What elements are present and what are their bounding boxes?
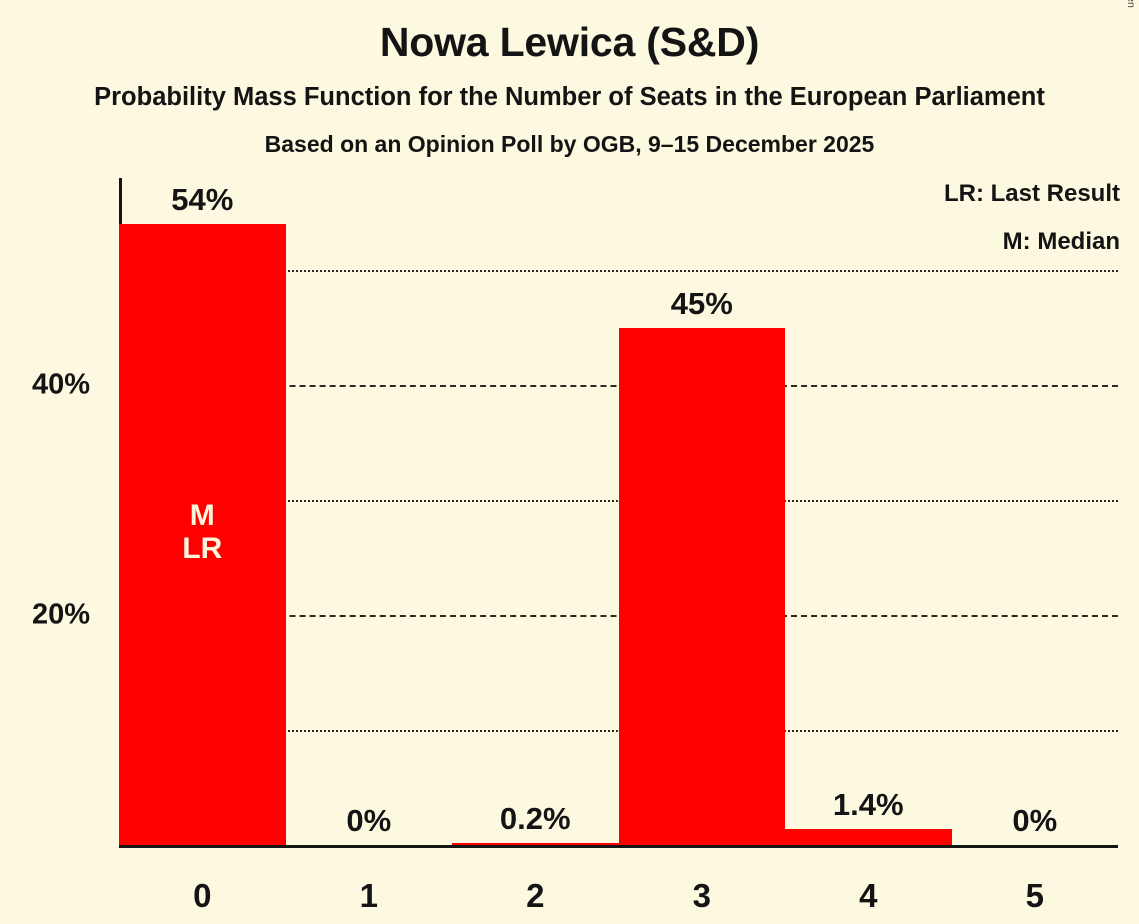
bar-seat-4	[785, 828, 952, 845]
x-tick-label-1: 1	[359, 877, 378, 914]
bar-marker-lr: LR	[182, 532, 223, 566]
y-axis-tick-labels: 40% 20%	[0, 178, 106, 845]
x-axis-tick-labels: 0 1 2 3 4 5	[119, 849, 1118, 919]
x-tick-label-0: 0	[193, 877, 212, 914]
bar-value-label-5: 0%	[1012, 803, 1058, 838]
x-tick-label-4: 4	[859, 877, 878, 914]
title-block: Nowa Lewica (S&D) Probability Mass Funct…	[0, 0, 1139, 156]
bar-seat-3	[618, 327, 785, 845]
page-title: Nowa Lewica (S&D)	[379, 19, 760, 65]
copyright-notice: © 2025 Filip van Laenen	[1125, 0, 1137, 8]
bar-value-label-1: 0%	[346, 803, 392, 838]
bar-marker-m: M	[189, 498, 215, 532]
bar-value-label-3: 45%	[670, 285, 733, 321]
y-tick-label-20: 20%	[31, 598, 90, 631]
bar-value-label-4: 1.4%	[832, 786, 904, 822]
bar-seat-0	[119, 224, 286, 845]
bar-seat-2	[452, 842, 619, 845]
bar-markers-0: M LR	[119, 499, 286, 566]
bar-value-label-0: 54%	[171, 182, 234, 217]
y-tick-label-40: 40%	[31, 368, 90, 401]
x-tick-label-5: 5	[1025, 877, 1044, 914]
plot-area: 54% M LR 0% 0.2% 45% 1.4% 0%	[119, 178, 1118, 848]
legend-item-last-result: LR: Last Result	[943, 180, 1120, 207]
legend-item-median: M: Median	[1002, 228, 1120, 255]
x-tick-label-2: 2	[526, 877, 545, 914]
x-axis-line	[119, 845, 1118, 848]
x-tick-label-3: 3	[692, 877, 711, 914]
gridline-50pct	[119, 270, 1118, 272]
chart-subtitle: Probability Mass Function for the Number…	[94, 83, 1045, 111]
bar-value-label-2: 0.2%	[499, 800, 571, 836]
chart-source-line: Based on an Opinion Poll by OGB, 9–15 De…	[264, 130, 875, 157]
chart-legend: LR: Last Result M: Median	[944, 182, 1120, 278]
